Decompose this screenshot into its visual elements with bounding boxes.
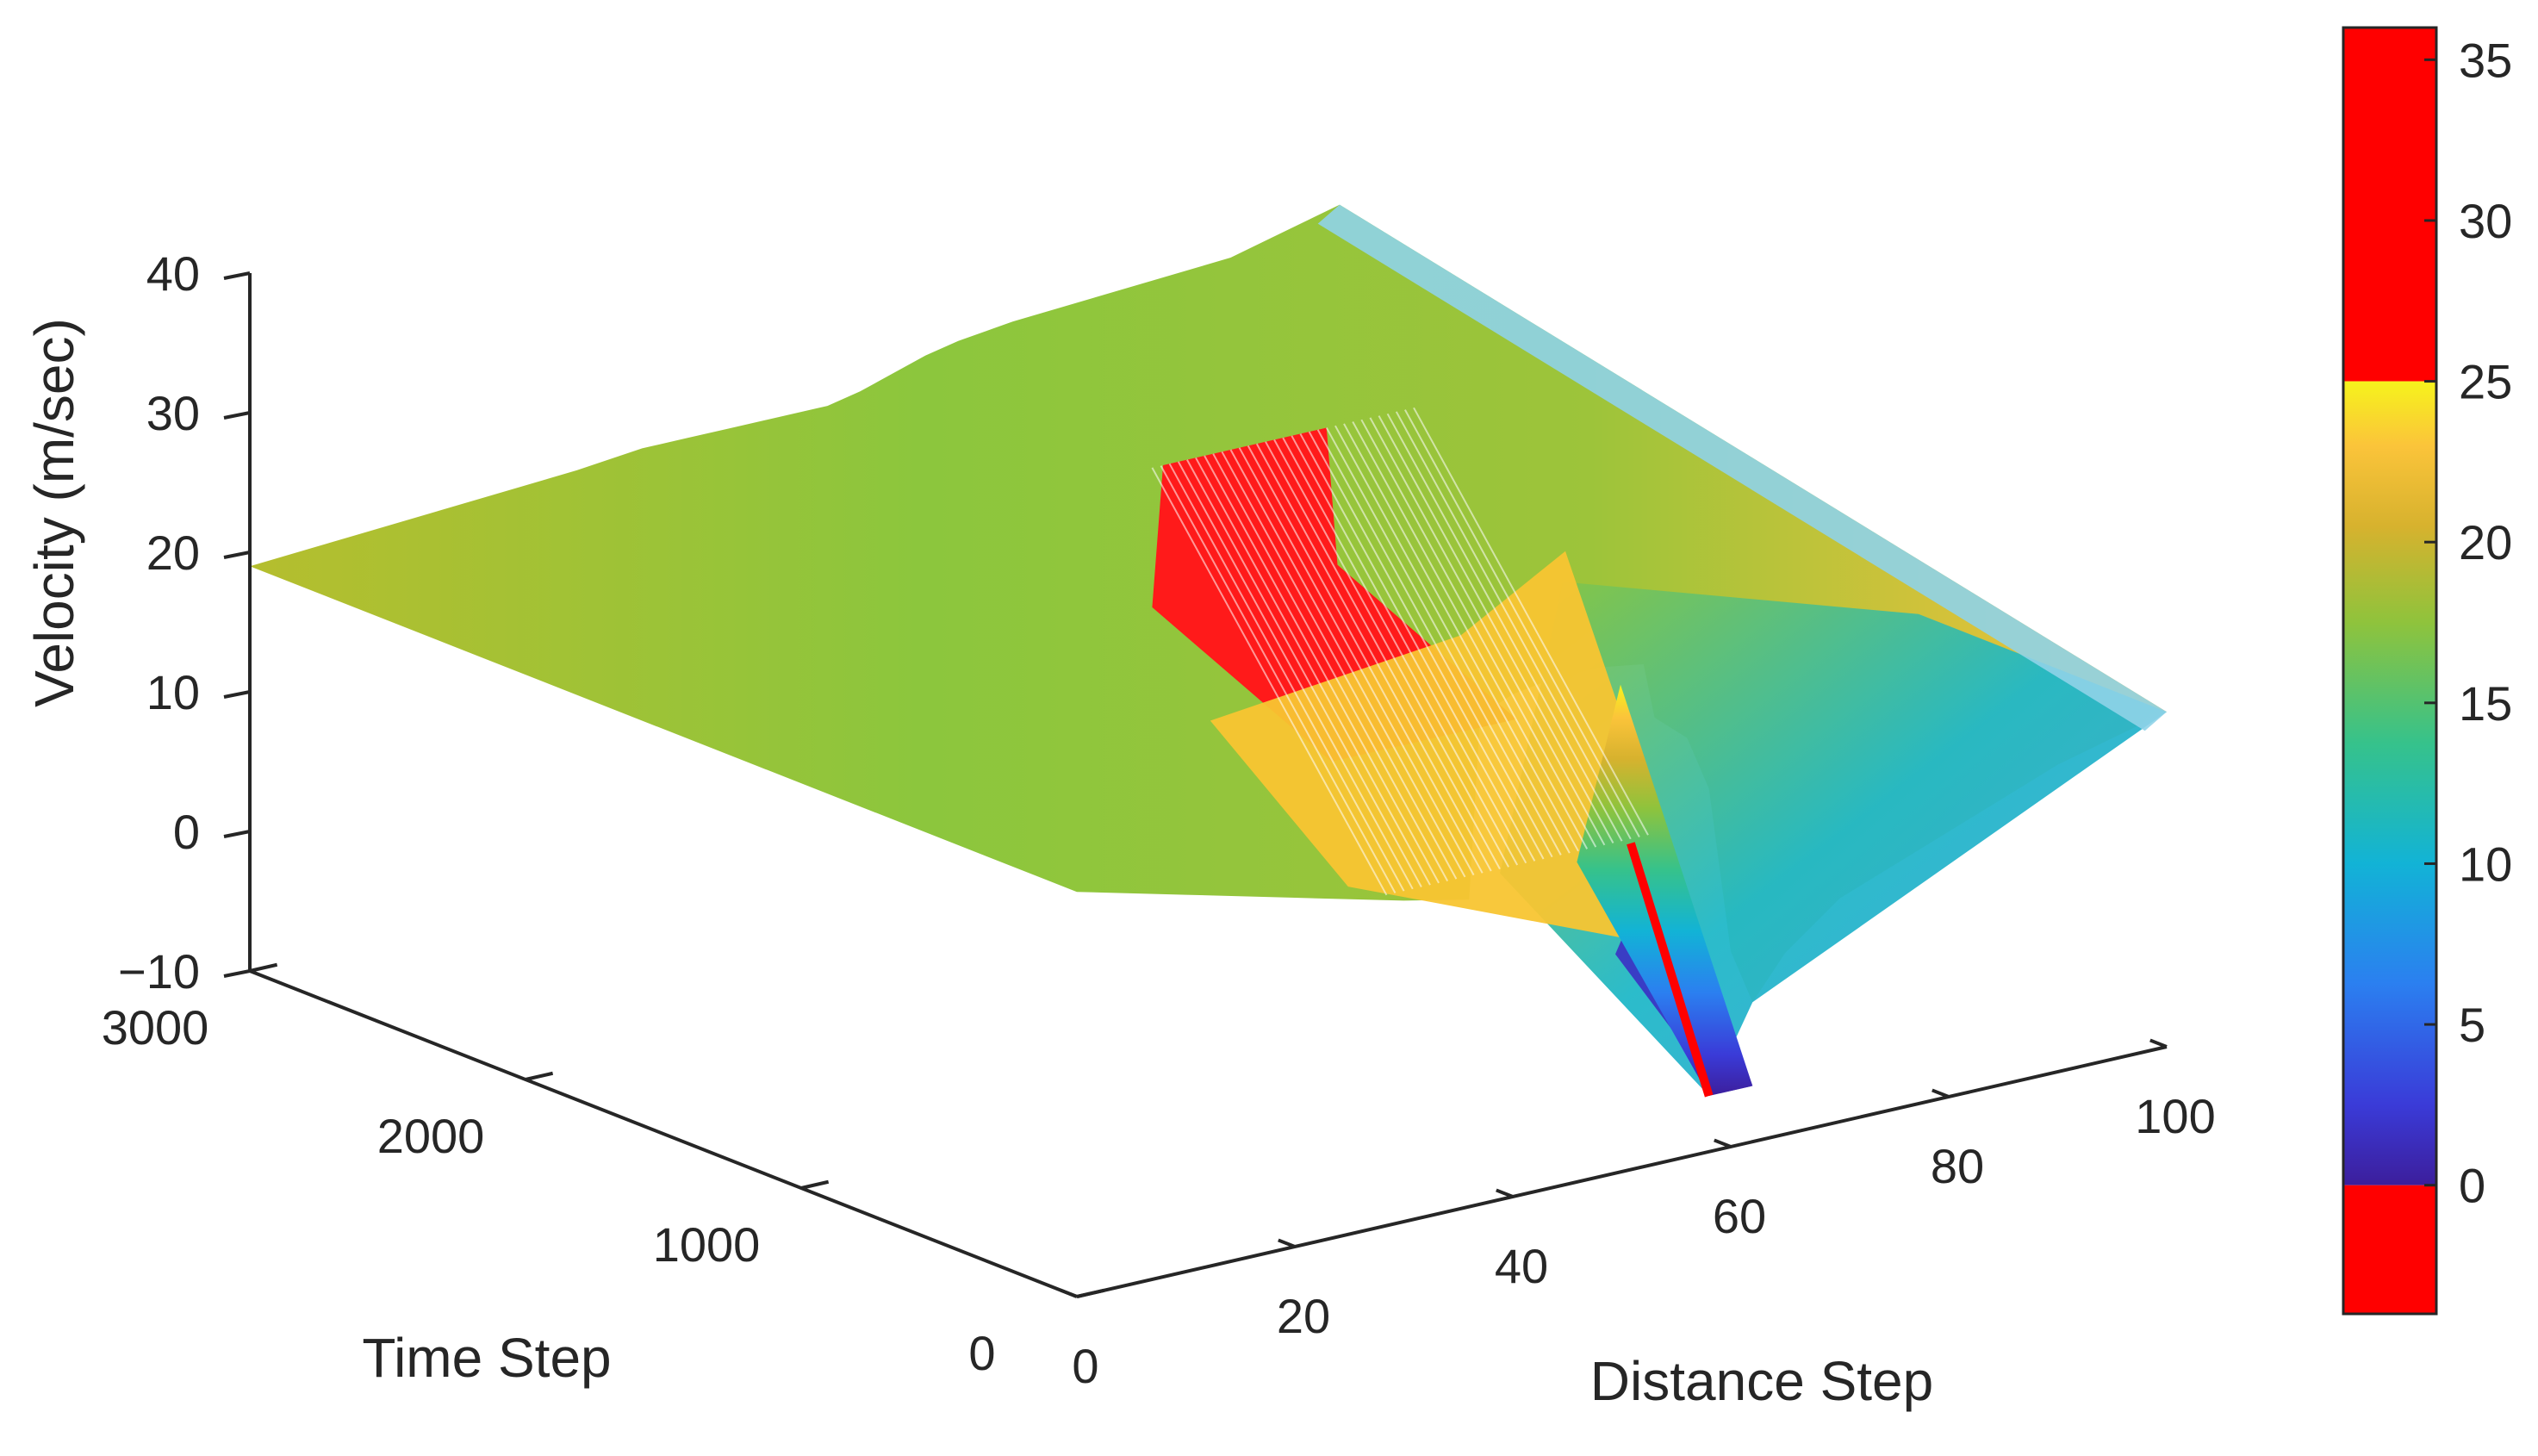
y-axis-line (249, 969, 1078, 1298)
y-tick-label: 1000 (653, 1217, 761, 1272)
colorbar-tick-label: 10 (2459, 837, 2512, 891)
z-tick (223, 411, 251, 420)
colorbar-frame (2342, 26, 2438, 1316)
z-tick (223, 690, 251, 699)
x-tick-label: 40 (1495, 1239, 1548, 1293)
y-tick-label: 3000 (102, 1000, 209, 1055)
mesh-line (1160, 465, 1397, 893)
mesh-line (1195, 457, 1431, 886)
mesh-line (1291, 435, 1527, 864)
mesh-line (1221, 451, 1458, 880)
mesh-line (1265, 441, 1501, 870)
dip-rim (1627, 842, 1714, 1098)
x-tick-label: 20 (1277, 1289, 1330, 1343)
mesh-line (1255, 443, 1492, 872)
colorbar: 0 5 10 15 20 25 30 35 (2342, 26, 2512, 1316)
mesh-line (1395, 411, 1632, 840)
mesh-line (1308, 431, 1545, 860)
colorbar-tick-label: 15 (2459, 676, 2512, 731)
mesh-line (1369, 417, 1606, 846)
mesh-line (1378, 415, 1614, 843)
colorbar-tick-label: 5 (2459, 998, 2485, 1052)
mesh-line (1360, 419, 1597, 848)
mesh-line (1273, 439, 1509, 868)
mesh-line (1352, 421, 1589, 849)
mesh-line (1238, 447, 1475, 876)
mesh-line (1282, 437, 1519, 866)
y-tick (1076, 1288, 1105, 1298)
x-tick-label: 60 (1713, 1189, 1766, 1243)
disturbance-face (1577, 684, 1753, 1096)
surface-layer (250, 204, 2167, 1098)
z-tick-label: 40 (146, 246, 200, 301)
z-axis-title: Velocity (m/sec) (23, 318, 85, 707)
x-axis-line (1076, 1045, 2168, 1298)
y-axis-title: Time Step (362, 1327, 611, 1389)
y-tick-label: 0 (968, 1326, 995, 1380)
x-tick (1060, 1288, 1078, 1298)
mesh-line (1151, 467, 1388, 896)
x-tick-label: 80 (1931, 1139, 1984, 1193)
mesh-line (1229, 449, 1466, 878)
z-tick-label: 0 (173, 805, 200, 859)
colorbar-high-band (2343, 28, 2436, 382)
mesh-line (1204, 455, 1440, 884)
disturbance-wall (1210, 551, 1676, 940)
x-tick (1714, 1138, 1732, 1148)
colorbar-low-band (2343, 1185, 2436, 1314)
x-tick-label: 100 (2135, 1089, 2215, 1143)
z-tick-label: −10 (118, 944, 200, 999)
y-tick (800, 1179, 830, 1190)
colorbar-tick-label: 30 (2459, 194, 2512, 248)
mesh-line (1299, 433, 1536, 862)
mesh-line (1343, 423, 1579, 852)
mesh-line (1413, 407, 1649, 836)
mesh-line (1316, 429, 1553, 858)
y-tick-label: 2000 (377, 1109, 485, 1163)
mesh-line (1186, 459, 1422, 887)
mesh-line (1247, 445, 1484, 874)
mesh-line (1325, 427, 1562, 856)
mesh-line (1334, 425, 1571, 854)
x-tick (2149, 1038, 2168, 1048)
colorbar-tick-label: 0 (2459, 1159, 2485, 1213)
x-tick (1278, 1238, 1296, 1248)
mesh-line (1404, 409, 1640, 837)
z-tick (223, 830, 251, 838)
y-tick (525, 1071, 554, 1081)
z-tick-label: 20 (146, 526, 200, 580)
colorbar-tick-label: 35 (2459, 33, 2512, 87)
mesh-line (1168, 463, 1405, 892)
colorbar-tick-label: 20 (2459, 515, 2512, 569)
mesh-line (1212, 453, 1449, 882)
z-tick-label: 10 (146, 665, 200, 719)
x-tick-label: 0 (1072, 1339, 1098, 1393)
z-tick (223, 271, 251, 280)
x-axis-title: Distance Step (1590, 1350, 1933, 1412)
z-tick (223, 969, 251, 978)
colorbar-gradient-band (2343, 381, 2436, 1185)
mesh-line (1177, 461, 1414, 890)
y-tick (249, 962, 278, 973)
surface-right-edge (1317, 204, 2167, 731)
mesh-line (1386, 413, 1623, 842)
x-tick (1931, 1088, 1950, 1098)
z-tick-label: 30 (146, 386, 200, 440)
colorbar-tick-label: 25 (2459, 355, 2512, 409)
z-tick (223, 551, 251, 559)
x-tick (1496, 1188, 1514, 1198)
